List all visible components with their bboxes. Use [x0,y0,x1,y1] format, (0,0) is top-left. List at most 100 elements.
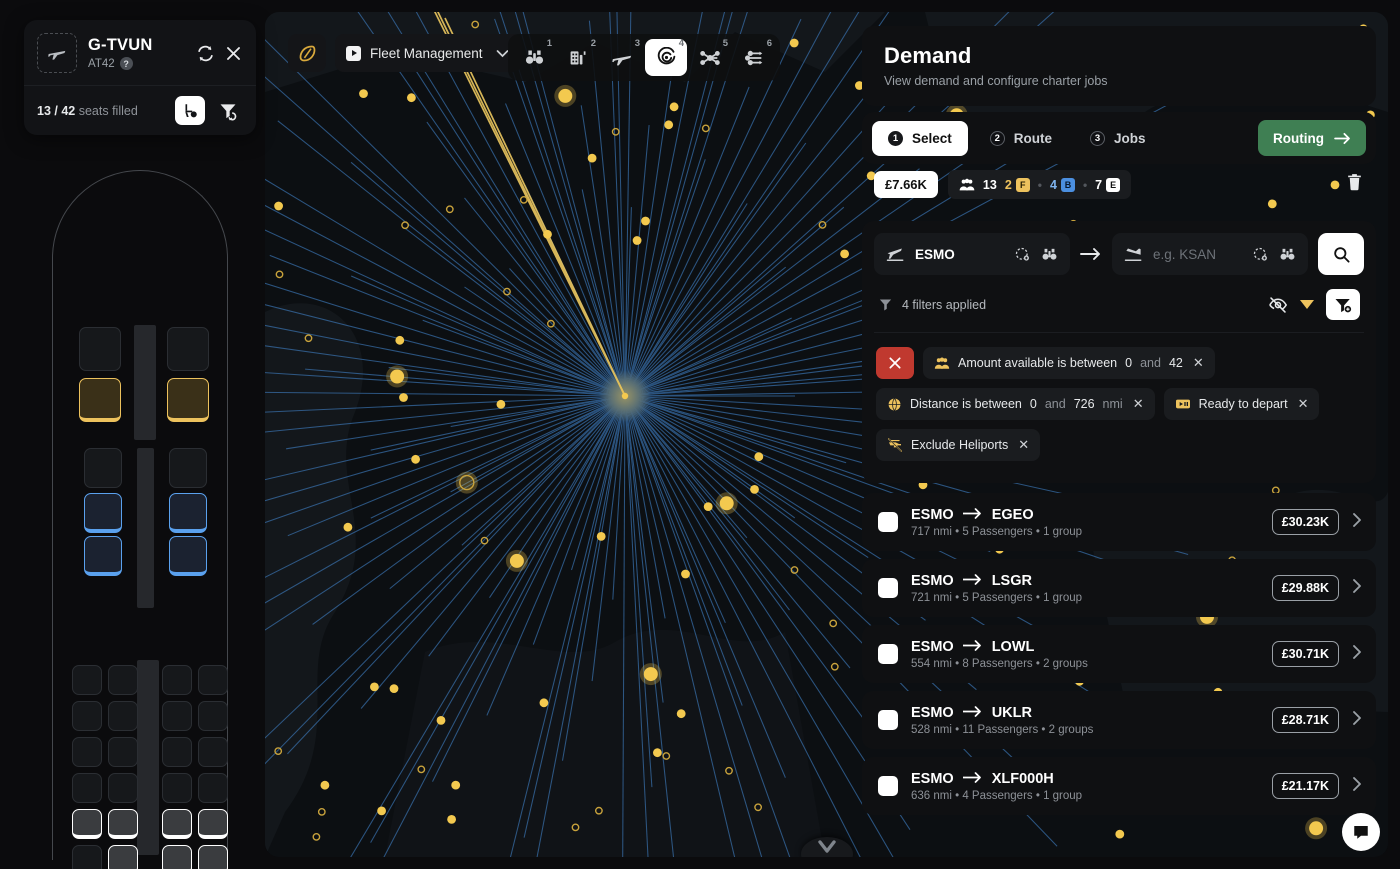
chevron-right-icon[interactable] [1352,776,1362,797]
result-checkbox[interactable] [878,512,898,532]
seat-business-empty[interactable] [169,448,207,488]
seat-economy-empty[interactable] [198,773,228,803]
seat-economy-empty[interactable] [108,773,138,803]
chat-button[interactable] [1342,813,1380,851]
seat-economy-empty[interactable] [198,737,228,767]
tab-route[interactable]: 2 Route [974,121,1068,156]
seat-business-occupied[interactable] [169,536,207,576]
seat-economy-selected[interactable] [198,809,228,839]
demand-result-row[interactable]: ESMO EGEO 717 nmi • 5 Passengers • 1 group… [862,493,1376,551]
seat-economy-empty[interactable] [72,773,102,803]
filter-chip-exclude-heliports[interactable]: Exclude Heliports ✕ [876,429,1041,461]
demand-result-row[interactable]: ESMO UKLR 528 nmi • 11 Passengers • 2 grou… [862,691,1376,749]
result-checkbox[interactable] [878,578,898,598]
result-meta: 721 nmi • 5 Passengers • 1 group [911,591,1083,604]
seat-economy-empty[interactable] [198,701,228,731]
radius-icon[interactable] [1014,246,1031,263]
search-and-filters-card: ESMO [862,221,1376,483]
mode-button-routes[interactable]: 6 [733,38,775,76]
caret-down-icon[interactable] [1300,300,1314,309]
mode-button-demand[interactable]: 4 [645,38,687,76]
seat-economy-selected[interactable] [72,809,102,839]
seat-economy-selected[interactable] [108,845,138,869]
map-collapse-tab[interactable] [800,837,853,857]
chip-remove-icon[interactable]: ✕ [1018,437,1030,452]
mode-number: 3 [634,38,640,49]
filter-chip-amount-available[interactable]: Amount available is between 0 and 42 ✕ [923,347,1215,379]
seat-economy-empty[interactable] [162,701,192,731]
seat-map[interactable] [24,170,256,869]
result-checkbox[interactable] [878,776,898,796]
mode-button-network[interactable]: 5 [689,38,731,76]
chip-remove-icon[interactable]: ✕ [1297,396,1309,411]
seat-first-empty[interactable] [167,327,209,371]
filter-chip-distance[interactable]: Distance is between 0 and 726 nmi ✕ [876,388,1155,420]
seat-first-occupied[interactable] [79,378,121,422]
seat-economy-selected[interactable] [162,845,192,869]
filter-swap-button[interactable] [213,96,243,125]
help-icon[interactable]: ? [119,57,133,70]
seat-economy-selected[interactable] [198,845,228,869]
close-icon[interactable] [224,44,243,63]
business-code: B [1060,177,1075,192]
seat-economy-empty[interactable] [162,665,192,695]
seat-economy-empty[interactable] [72,845,102,869]
mode-button-aircraft[interactable]: 3 [601,38,643,76]
mode-number: 6 [766,38,772,49]
seat-business-occupied[interactable] [84,493,122,533]
chip-conjunction: and [1044,397,1066,411]
seat-economy-empty[interactable] [162,737,192,767]
seat-economy-empty[interactable] [72,665,102,695]
chevron-down-icon [817,840,836,853]
sync-icon[interactable] [196,44,215,63]
destination-airport-field[interactable]: e.g. KSAN [1112,233,1308,275]
seat-first-occupied[interactable] [167,378,209,422]
seat-business-occupied[interactable] [84,536,122,576]
chevron-right-icon[interactable] [1352,710,1362,731]
seat-economy-empty[interactable] [108,665,138,695]
chevron-right-icon[interactable] [1352,512,1362,533]
seat-economy-empty[interactable] [108,737,138,767]
add-filter-button[interactable] [1326,289,1360,320]
clear-all-filters-button[interactable] [876,347,914,379]
result-checkbox[interactable] [878,710,898,730]
filter-chip-ready-to-depart[interactable]: Ready to depart ✕ [1163,388,1320,420]
tab-jobs[interactable]: 3 Jobs [1074,121,1162,156]
routing-button[interactable]: Routing [1258,120,1366,156]
chevron-right-icon[interactable] [1352,644,1362,665]
demand-result-row[interactable]: ESMO LOWL 554 nmi • 8 Passengers • 2 group… [862,625,1376,683]
seat-economy-empty[interactable] [72,701,102,731]
seat-business-empty[interactable] [84,448,122,488]
eye-off-icon[interactable] [1268,296,1288,314]
result-checkbox[interactable] [878,644,898,664]
arrow-right-icon [961,771,983,787]
tab-select[interactable]: 1 Select [872,120,968,156]
radius-icon[interactable] [1252,246,1269,263]
step-number: 1 [888,130,903,146]
chevron-right-icon[interactable] [1352,578,1362,599]
seat-economy-selected[interactable] [108,809,138,839]
chip-remove-icon[interactable]: ✕ [1132,396,1144,411]
origin-airport-field[interactable]: ESMO [874,233,1070,275]
seat-economy-selected[interactable] [162,809,192,839]
delete-selection-button[interactable] [1345,172,1364,197]
seat-economy-empty[interactable] [108,701,138,731]
chip-remove-icon[interactable]: ✕ [1192,355,1204,370]
demand-result-row[interactable]: ESMO XLF000H 636 nmi • 4 Passengers • 1 gr… [862,757,1376,815]
binoculars-icon[interactable] [1041,246,1058,263]
seat-business-occupied[interactable] [169,493,207,533]
mode-button-explore[interactable]: 1 [513,38,555,76]
filters-summary: 4 filters applied [902,297,987,312]
mode-button-bases[interactable]: 2 [557,38,599,76]
seat-assign-button[interactable] [175,96,205,125]
search-button[interactable] [1318,233,1364,275]
aircraft-type: AT42 ? [88,57,152,70]
demand-result-row[interactable]: ESMO LSGR 721 nmi • 5 Passengers • 1 group… [862,559,1376,617]
fleet-management-select[interactable]: Fleet Management [335,34,522,72]
seat-economy-empty[interactable] [72,737,102,767]
seat-economy-empty[interactable] [162,773,192,803]
binoculars-icon[interactable] [1279,246,1296,263]
seat-economy-empty[interactable] [198,665,228,695]
seat-first-empty[interactable] [79,327,121,371]
app-logo-button[interactable] [288,34,326,72]
